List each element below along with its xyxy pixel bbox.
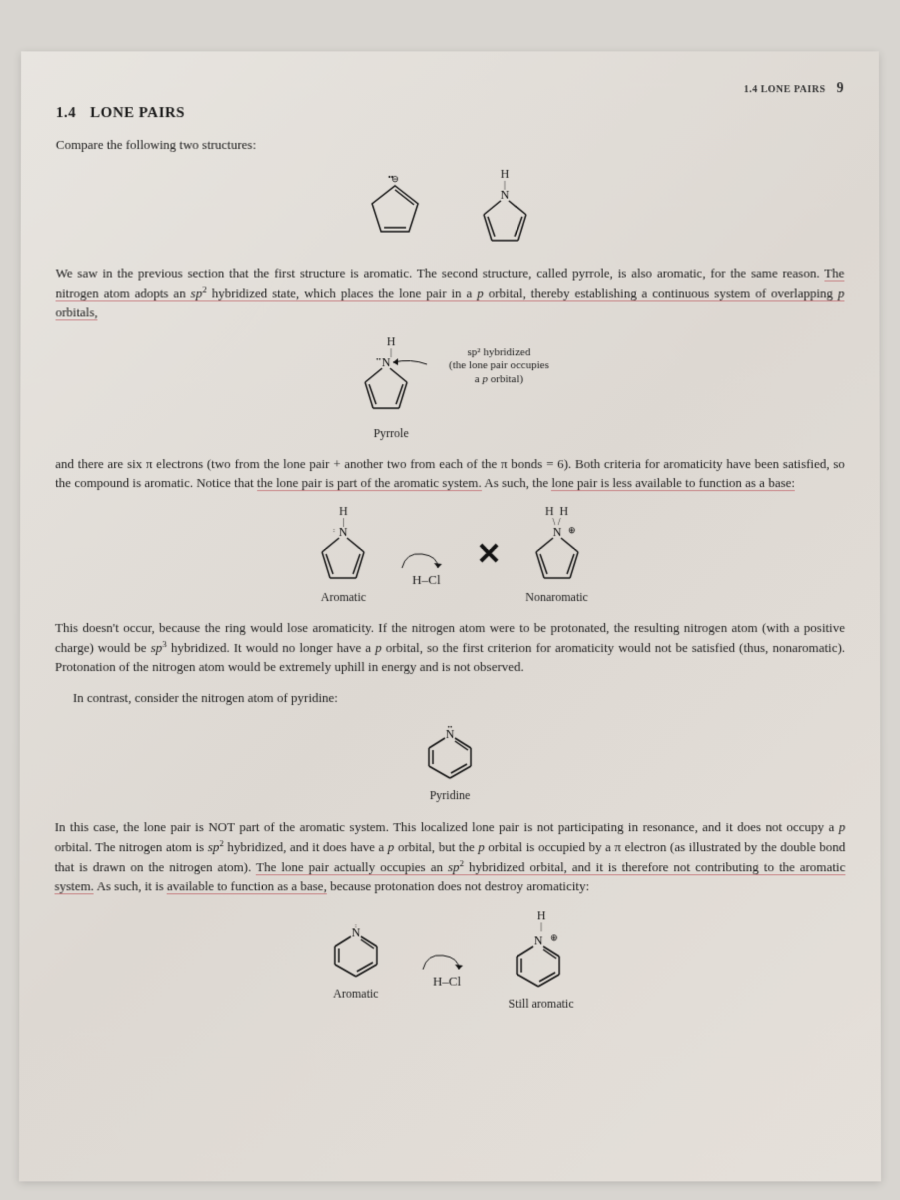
svg-text:N: N bbox=[552, 526, 561, 539]
figure-protonation-blocked: H | N : Aromatic bbox=[55, 504, 845, 605]
cyclopentadienyl-anion: ⊖ •• bbox=[360, 174, 430, 244]
paragraph-3: This doesn't occur, because the ring wou… bbox=[55, 619, 845, 677]
intro-text: Compare the following two structures: bbox=[56, 136, 844, 155]
section-name: LONE PAIRS bbox=[90, 105, 185, 121]
textbook-page: 1.4 LONE PAIRS 9 1.4 LONE PAIRS Compare t… bbox=[19, 51, 881, 1181]
pyrrole-annotated: H | N •• Pyrrole bbox=[351, 334, 431, 441]
paragraph-1: We saw in the previous section that the … bbox=[56, 264, 845, 322]
section-number: 1.4 bbox=[56, 105, 76, 121]
svg-text:••: •• bbox=[376, 356, 381, 363]
svg-text:⊕: ⊕ bbox=[568, 526, 576, 535]
figure-pyridine-protonation: : N Aromatic bbox=[54, 908, 845, 1011]
protonated-nonaromatic: H H \ / N ⊕ Nonaromatic bbox=[524, 504, 590, 605]
pyrrole-label: Pyrrole bbox=[351, 426, 431, 441]
paragraph-2: and there are six π electrons (two from … bbox=[55, 455, 845, 493]
svg-text:N: N bbox=[339, 526, 348, 539]
figure-pyridine: •• N Pyridine bbox=[55, 720, 846, 804]
figure-two-structures: ⊖ •• H | N bbox=[56, 167, 845, 251]
sp2-annotation: sp² hybridized (the lone pair occupies a… bbox=[449, 334, 549, 387]
svg-text::: : bbox=[333, 526, 335, 534]
svg-text:N: N bbox=[352, 926, 361, 940]
paragraph-4: In this case, the lone pair is NOT part … bbox=[55, 818, 846, 896]
paragraph-3b: In contrast, consider the nitrogen atom … bbox=[55, 689, 845, 708]
pyridine-structure: •• N Pyridine bbox=[415, 720, 485, 803]
svg-text:N: N bbox=[534, 934, 543, 948]
pyridine-aromatic: : N Aromatic bbox=[321, 919, 391, 1002]
page-number: 9 bbox=[837, 81, 845, 96]
x-icon: ✕ bbox=[476, 537, 501, 572]
figure-pyrrole-annotated: H | N •• Pyrrole sp² hybr bbox=[55, 334, 844, 441]
running-header: 1.4 LONE PAIRS 9 bbox=[56, 81, 844, 97]
pyrrole-aromatic: H | N : Aromatic bbox=[310, 504, 376, 605]
hcl-reagent-2: H–Cl bbox=[419, 931, 475, 989]
svg-text:N: N bbox=[446, 727, 455, 741]
hcl-reagent: H–Cl bbox=[398, 522, 454, 588]
svg-text:⊕: ⊕ bbox=[550, 933, 558, 943]
svg-text:N: N bbox=[501, 189, 510, 202]
svg-text:N: N bbox=[382, 356, 391, 369]
pyridinium-still-aromatic: H | N ⊕ Still aromatic bbox=[503, 908, 579, 1011]
header-section: 1.4 LONE PAIRS bbox=[744, 84, 826, 95]
pyrrole-structure: H | N bbox=[470, 167, 540, 251]
section-title: 1.4 LONE PAIRS bbox=[56, 105, 844, 122]
svg-text:••: •• bbox=[388, 174, 394, 182]
